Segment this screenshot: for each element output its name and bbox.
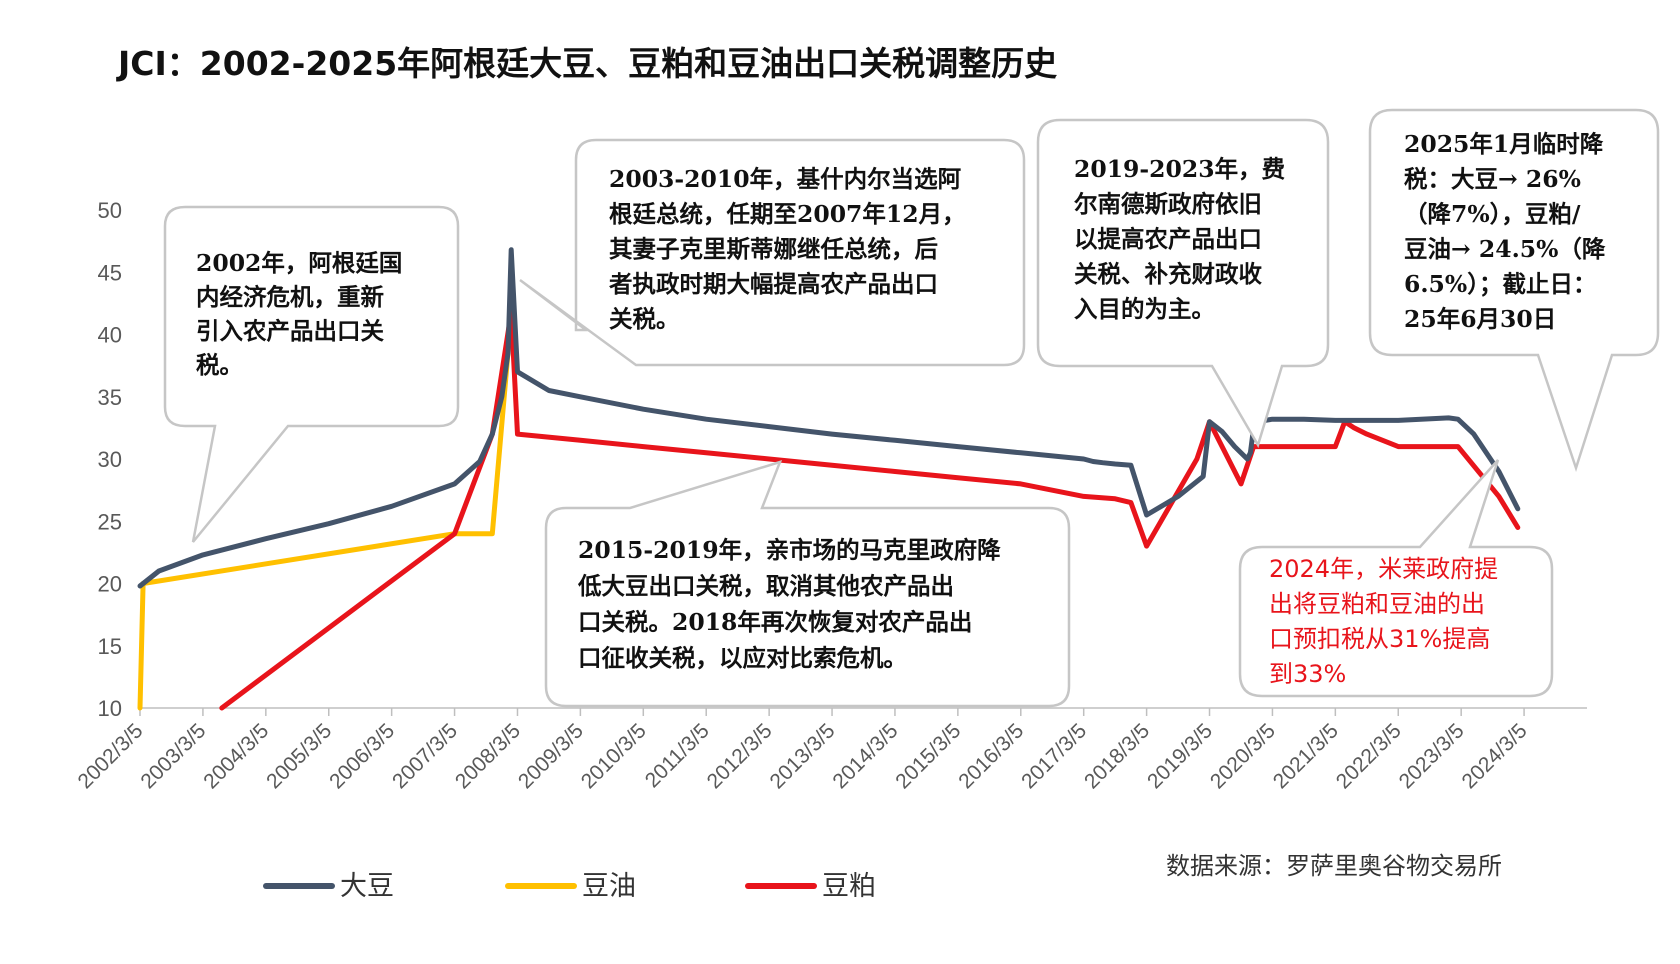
- annotation-2019: 2019-2023年，费 尔南德斯政府依旧 以提高农产品出口 关税、补充财政收 …: [1036, 118, 1330, 449]
- x-tick-label: 2003/3/5: [136, 719, 210, 793]
- annotation-2019-text: 2019-2023年，费 尔南德斯政府依旧 以提高农产品出口 关税、补充财政收 …: [1074, 155, 1293, 323]
- x-tick-label: 2006/3/5: [325, 719, 399, 793]
- annotation-2024-text: 2024年，米莱政府提 出将豆粕和豆油的出 口预扣税从31%提高 到33%: [1269, 555, 1506, 688]
- series-layer: [137, 247, 1521, 711]
- x-tick-label: 2023/3/5: [1395, 719, 1469, 793]
- annotation-2015-text: 2015-2019年，亲市场的马克里政府降 低大豆出口关税，取消其他农产品出 口…: [577, 536, 1009, 672]
- legend-label-oil: 豆油: [582, 871, 636, 902]
- x-tick-label: 2021/3/5: [1269, 719, 1343, 793]
- y-tick-label: 25: [98, 509, 122, 534]
- annotation-2003: 2003-2010年，基什内尔当选阿 根廷总统，任期至2007年12月， 其妻子…: [519, 138, 1026, 367]
- x-tick-label: 2020/3/5: [1206, 719, 1280, 793]
- legend-label-soybean: 大豆: [340, 871, 394, 902]
- x-tick-label: 2010/3/5: [577, 719, 651, 793]
- legend: 大豆 豆油 豆粕: [263, 871, 876, 902]
- x-tick-label: 2019/3/5: [1143, 719, 1217, 793]
- x-tick-label: 2014/3/5: [828, 719, 902, 793]
- x-tick-label: 2008/3/5: [451, 719, 525, 793]
- y-tick-label: 30: [98, 447, 122, 472]
- x-tick-label: 2013/3/5: [766, 719, 840, 793]
- y-tick-label: 40: [98, 323, 122, 348]
- chart-title: JCI：2002-2025年阿根廷大豆、豆粕和豆油出口关税调整历史: [116, 44, 1057, 83]
- annotation-2025: 2025年1月临时降 税：大豆→ 26% （降7%），豆粕/ 豆油→ 24.5%…: [1368, 108, 1660, 473]
- source-note: 数据来源：罗萨里奥谷物交易所: [1166, 852, 1502, 880]
- y-tick-label: 35: [98, 385, 122, 410]
- legend-label-meal: 豆粕: [822, 871, 876, 902]
- y-tick-label: 45: [98, 260, 122, 285]
- annotation-2002: 2002年，阿根廷国 内经济危机，重新 引入农产品出口关 税。: [163, 205, 460, 543]
- x-tick-label: 2024/3/5: [1458, 719, 1532, 793]
- x-tick-label: 2002/3/5: [73, 719, 147, 793]
- x-tick-label: 2018/3/5: [1080, 719, 1154, 793]
- annotation-2025-text: 2025年1月临时降 税：大豆→ 26% （降7%），豆粕/ 豆油→ 24.5%…: [1404, 130, 1614, 333]
- y-tick-label: 10: [98, 696, 122, 721]
- x-tick-label: 2017/3/5: [1017, 719, 1091, 793]
- x-tick-label: 2005/3/5: [262, 719, 336, 793]
- y-tick-label: 20: [98, 572, 122, 597]
- x-tick-label: 2004/3/5: [199, 719, 273, 793]
- x-tick-label: 2015/3/5: [891, 719, 965, 793]
- x-tick-label: 2022/3/5: [1332, 719, 1406, 793]
- series-line-soybean: [137, 247, 1521, 589]
- annotation-2024: 2024年，米莱政府提 出将豆粕和豆油的出 口预扣税从31%提高 到33%: [1238, 459, 1554, 698]
- x-tick-label: 2012/3/5: [703, 719, 777, 793]
- y-tick-label: 15: [98, 634, 122, 659]
- x-tick-label: 2009/3/5: [514, 719, 588, 793]
- x-tick-label: 2011/3/5: [641, 719, 714, 792]
- annotation-2003-text: 2003-2010年，基什内尔当选阿 根廷总统，任期至2007年12月， 其妻子…: [609, 165, 974, 333]
- y-tick-label: 50: [98, 198, 122, 223]
- annotation-2015: 2015-2019年，亲市场的马克里政府降 低大豆出口关税，取消其他农产品出 口…: [544, 460, 1071, 708]
- annotation-2002-text: 2002年，阿根廷国 内经济危机，重新 引入农产品出口关 税。: [196, 249, 411, 379]
- x-tick-label: 2016/3/5: [954, 719, 1028, 793]
- x-tick-label: 2007/3/5: [388, 719, 462, 793]
